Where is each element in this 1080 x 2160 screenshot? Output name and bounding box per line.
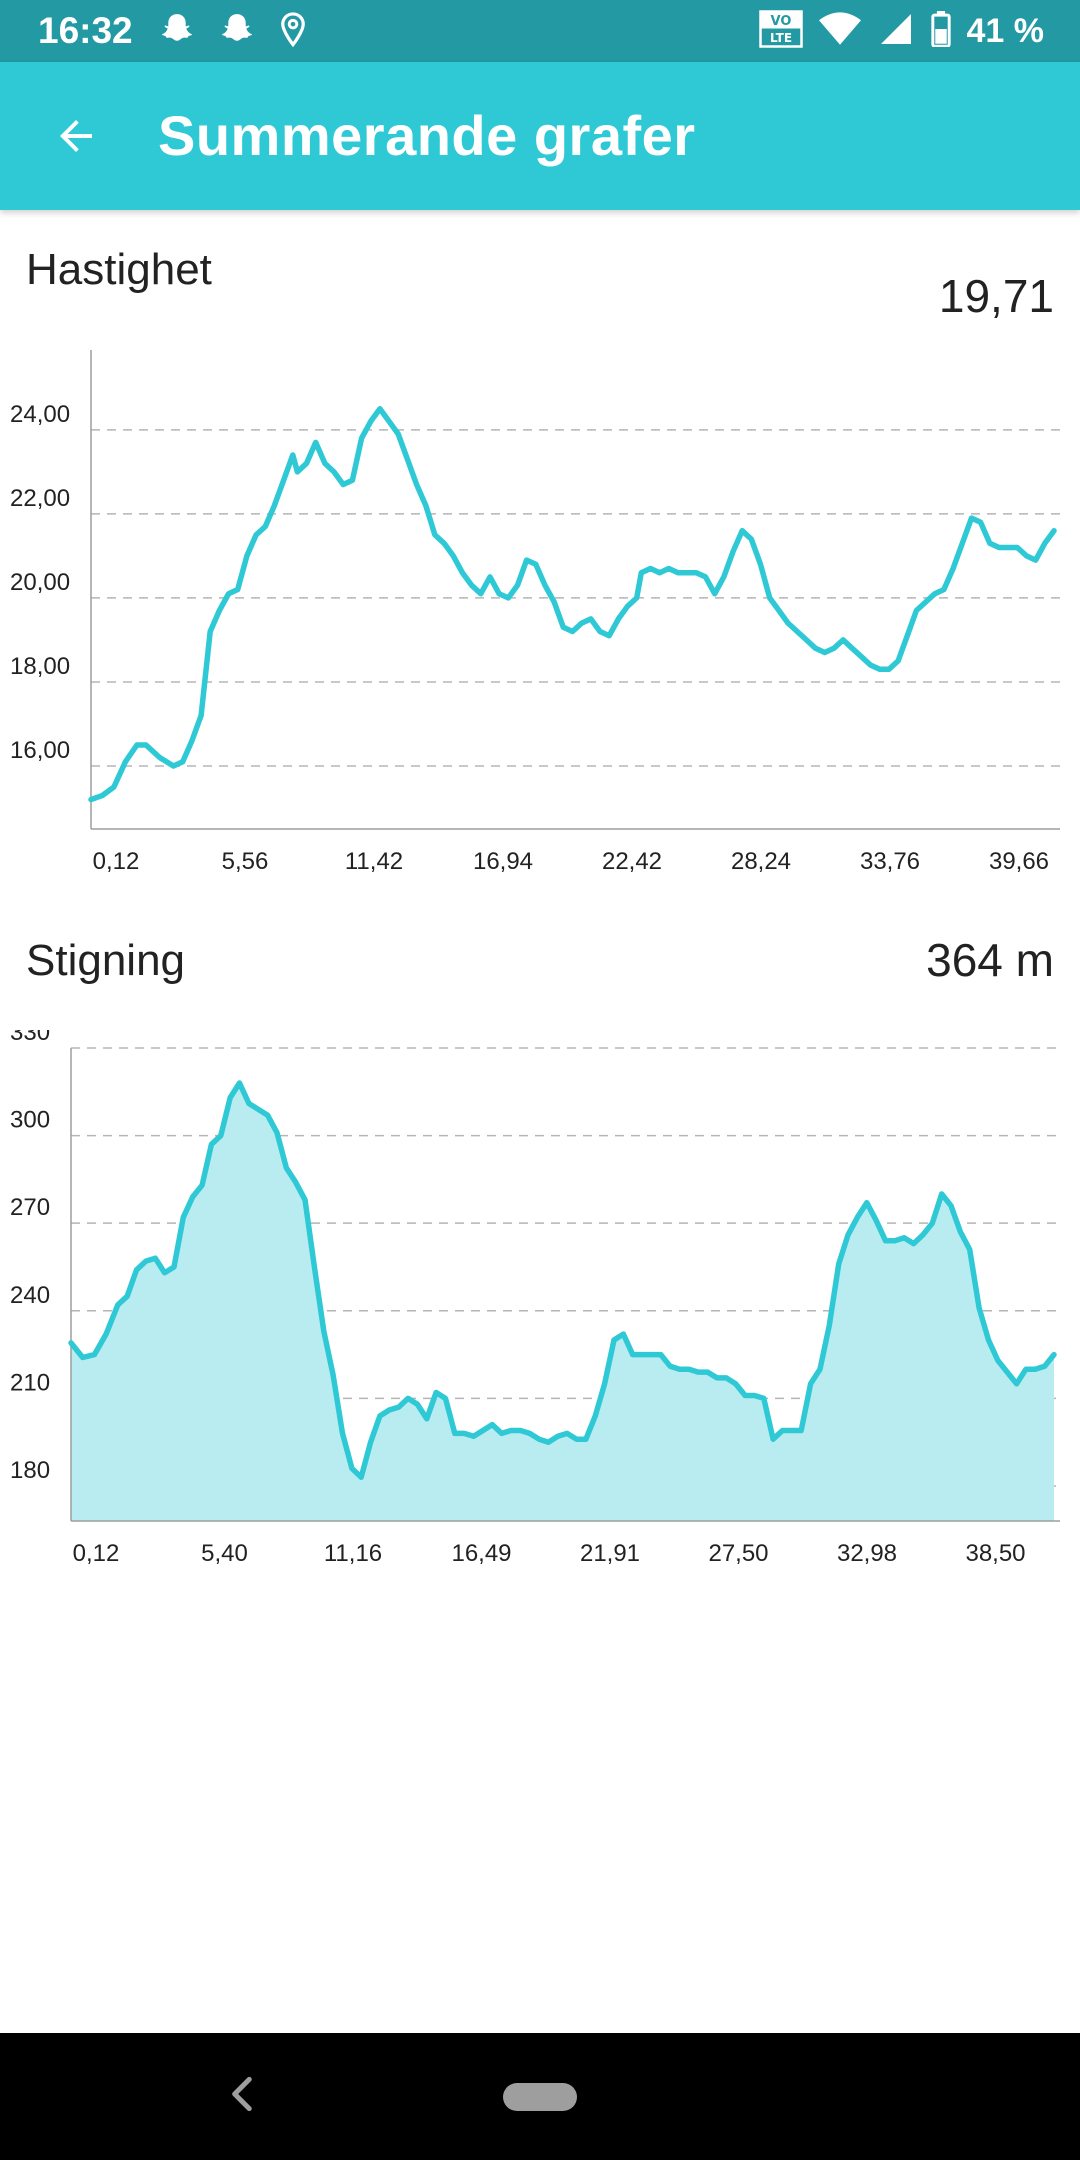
x-tick-label: 5,40 [201,1540,248,1567]
status-bar: 16:32 VO LTE 41 % [0,0,1080,62]
nav-back-button[interactable] [218,2069,268,2119]
elevation-title: Stigning [26,936,186,985]
nav-back-icon [232,2076,252,2112]
arrow-left-icon [60,120,92,152]
x-tick-label: 28,24 [731,848,791,875]
y-tick-label: 18,00 [10,653,70,680]
x-tick-label: 0,12 [93,848,140,875]
area-fill [71,1083,1054,1521]
x-tick-label: 16,94 [473,848,533,875]
snapchat-icon [158,11,196,54]
y-tick-label: 180 [10,1457,50,1484]
status-right-icons: VO LTE 41 % [758,8,1045,54]
x-tick-label: 0,12 [73,1540,120,1567]
x-tick-label: 39,66 [989,848,1049,875]
x-tick-label: 21,91 [580,1540,640,1567]
snapchat-icon [218,11,256,54]
x-tick-label: 38,50 [965,1540,1025,1567]
x-tick-label: 32,98 [837,1540,897,1567]
status-time: 16:32 [38,10,133,51]
page-title: Summerande grafer [158,104,696,167]
x-tick-label: 16,49 [451,1540,511,1567]
battery-icon [930,10,951,52]
speed-value: 19,71 [938,270,1054,322]
speed-title: Hastighet [26,245,212,294]
location-icon [278,11,308,54]
y-tick-label: 270 [10,1194,50,1221]
x-tick-label: 11,16 [324,1540,382,1567]
series-line [68,1080,1057,1480]
back-button[interactable] [44,104,108,168]
y-tick-label: 16,00 [10,737,70,764]
y-tick-label: 300 [10,1107,50,1134]
y-tick-label: 24,00 [10,401,70,428]
speed-chart: 16,00 18,00 20,00 22,00 24,00 0,12 5,56 11,42 16… [10,350,1060,875]
app-bar: Summerande grafer [0,62,1080,210]
wifi-icon [818,11,861,52]
navigation-bar [0,2033,1080,2160]
y-tick-label: 240 [10,1282,50,1309]
y-tick-label: 210 [10,1369,50,1396]
elevation-value: 364 m [926,934,1054,986]
status-left-icons [158,11,308,54]
svg-text:LTE: LTE [769,31,791,45]
nav-home-pill[interactable] [503,2083,577,2111]
signal-icon [877,11,915,52]
volte-icon: VO LTE [758,9,803,53]
x-tick-label: 27,50 [708,1540,768,1567]
elevation-chart: 180 210 240 270 300 330 0,12 5,40 11,16 16,49 21,9… [10,1030,1060,1567]
svg-text:VO: VO [770,14,791,29]
y-tick-label: 22,00 [10,485,70,512]
x-tick-label: 5,56 [222,848,269,875]
x-tick-label: 22,42 [602,848,662,875]
x-tick-label: 11,42 [345,848,403,875]
x-tick-label: 33,76 [860,848,920,875]
battery-percentage: 41 % [966,11,1045,50]
y-tick-label: 20,00 [10,569,70,596]
series-line [88,406,1057,803]
y-tick-label: 330 [10,1030,50,1046]
